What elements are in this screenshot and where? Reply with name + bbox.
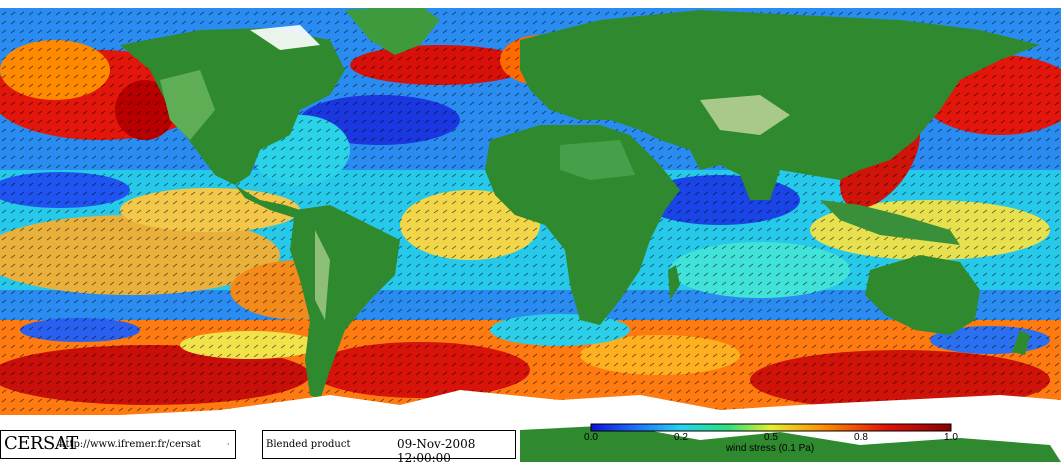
colorbar-tick-4: 1.0 bbox=[944, 432, 958, 443]
colorbar-tick-0: 0.0 bbox=[584, 432, 598, 443]
date-label: 09-Nov-2008 12:00:00 bbox=[397, 437, 476, 465]
colorbar-gradient bbox=[590, 423, 952, 432]
separator-mark: · bbox=[227, 440, 230, 449]
product-label: Blended product bbox=[266, 439, 351, 450]
colorbar-tick-1: 0.2 bbox=[674, 432, 688, 443]
branding-panel: CERSAT http://www.ifremer.fr/cersat · bbox=[0, 430, 236, 459]
land bbox=[120, 5, 1040, 400]
colorbar-tick-2: 0.5 bbox=[764, 432, 778, 443]
colorbar-tick-3: 0.8 bbox=[854, 432, 868, 443]
antarctica-land bbox=[520, 425, 1061, 462]
cersat-url-link[interactable]: http://www.ifremer.fr/cersat bbox=[59, 439, 201, 450]
product-panel: Blended product 09-Nov-2008 12:00:00 bbox=[262, 430, 516, 465]
colorbar-title: wind stress (0.1 Pa) bbox=[725, 443, 815, 454]
cersat-logo-text: CERSAT bbox=[4, 433, 78, 454]
